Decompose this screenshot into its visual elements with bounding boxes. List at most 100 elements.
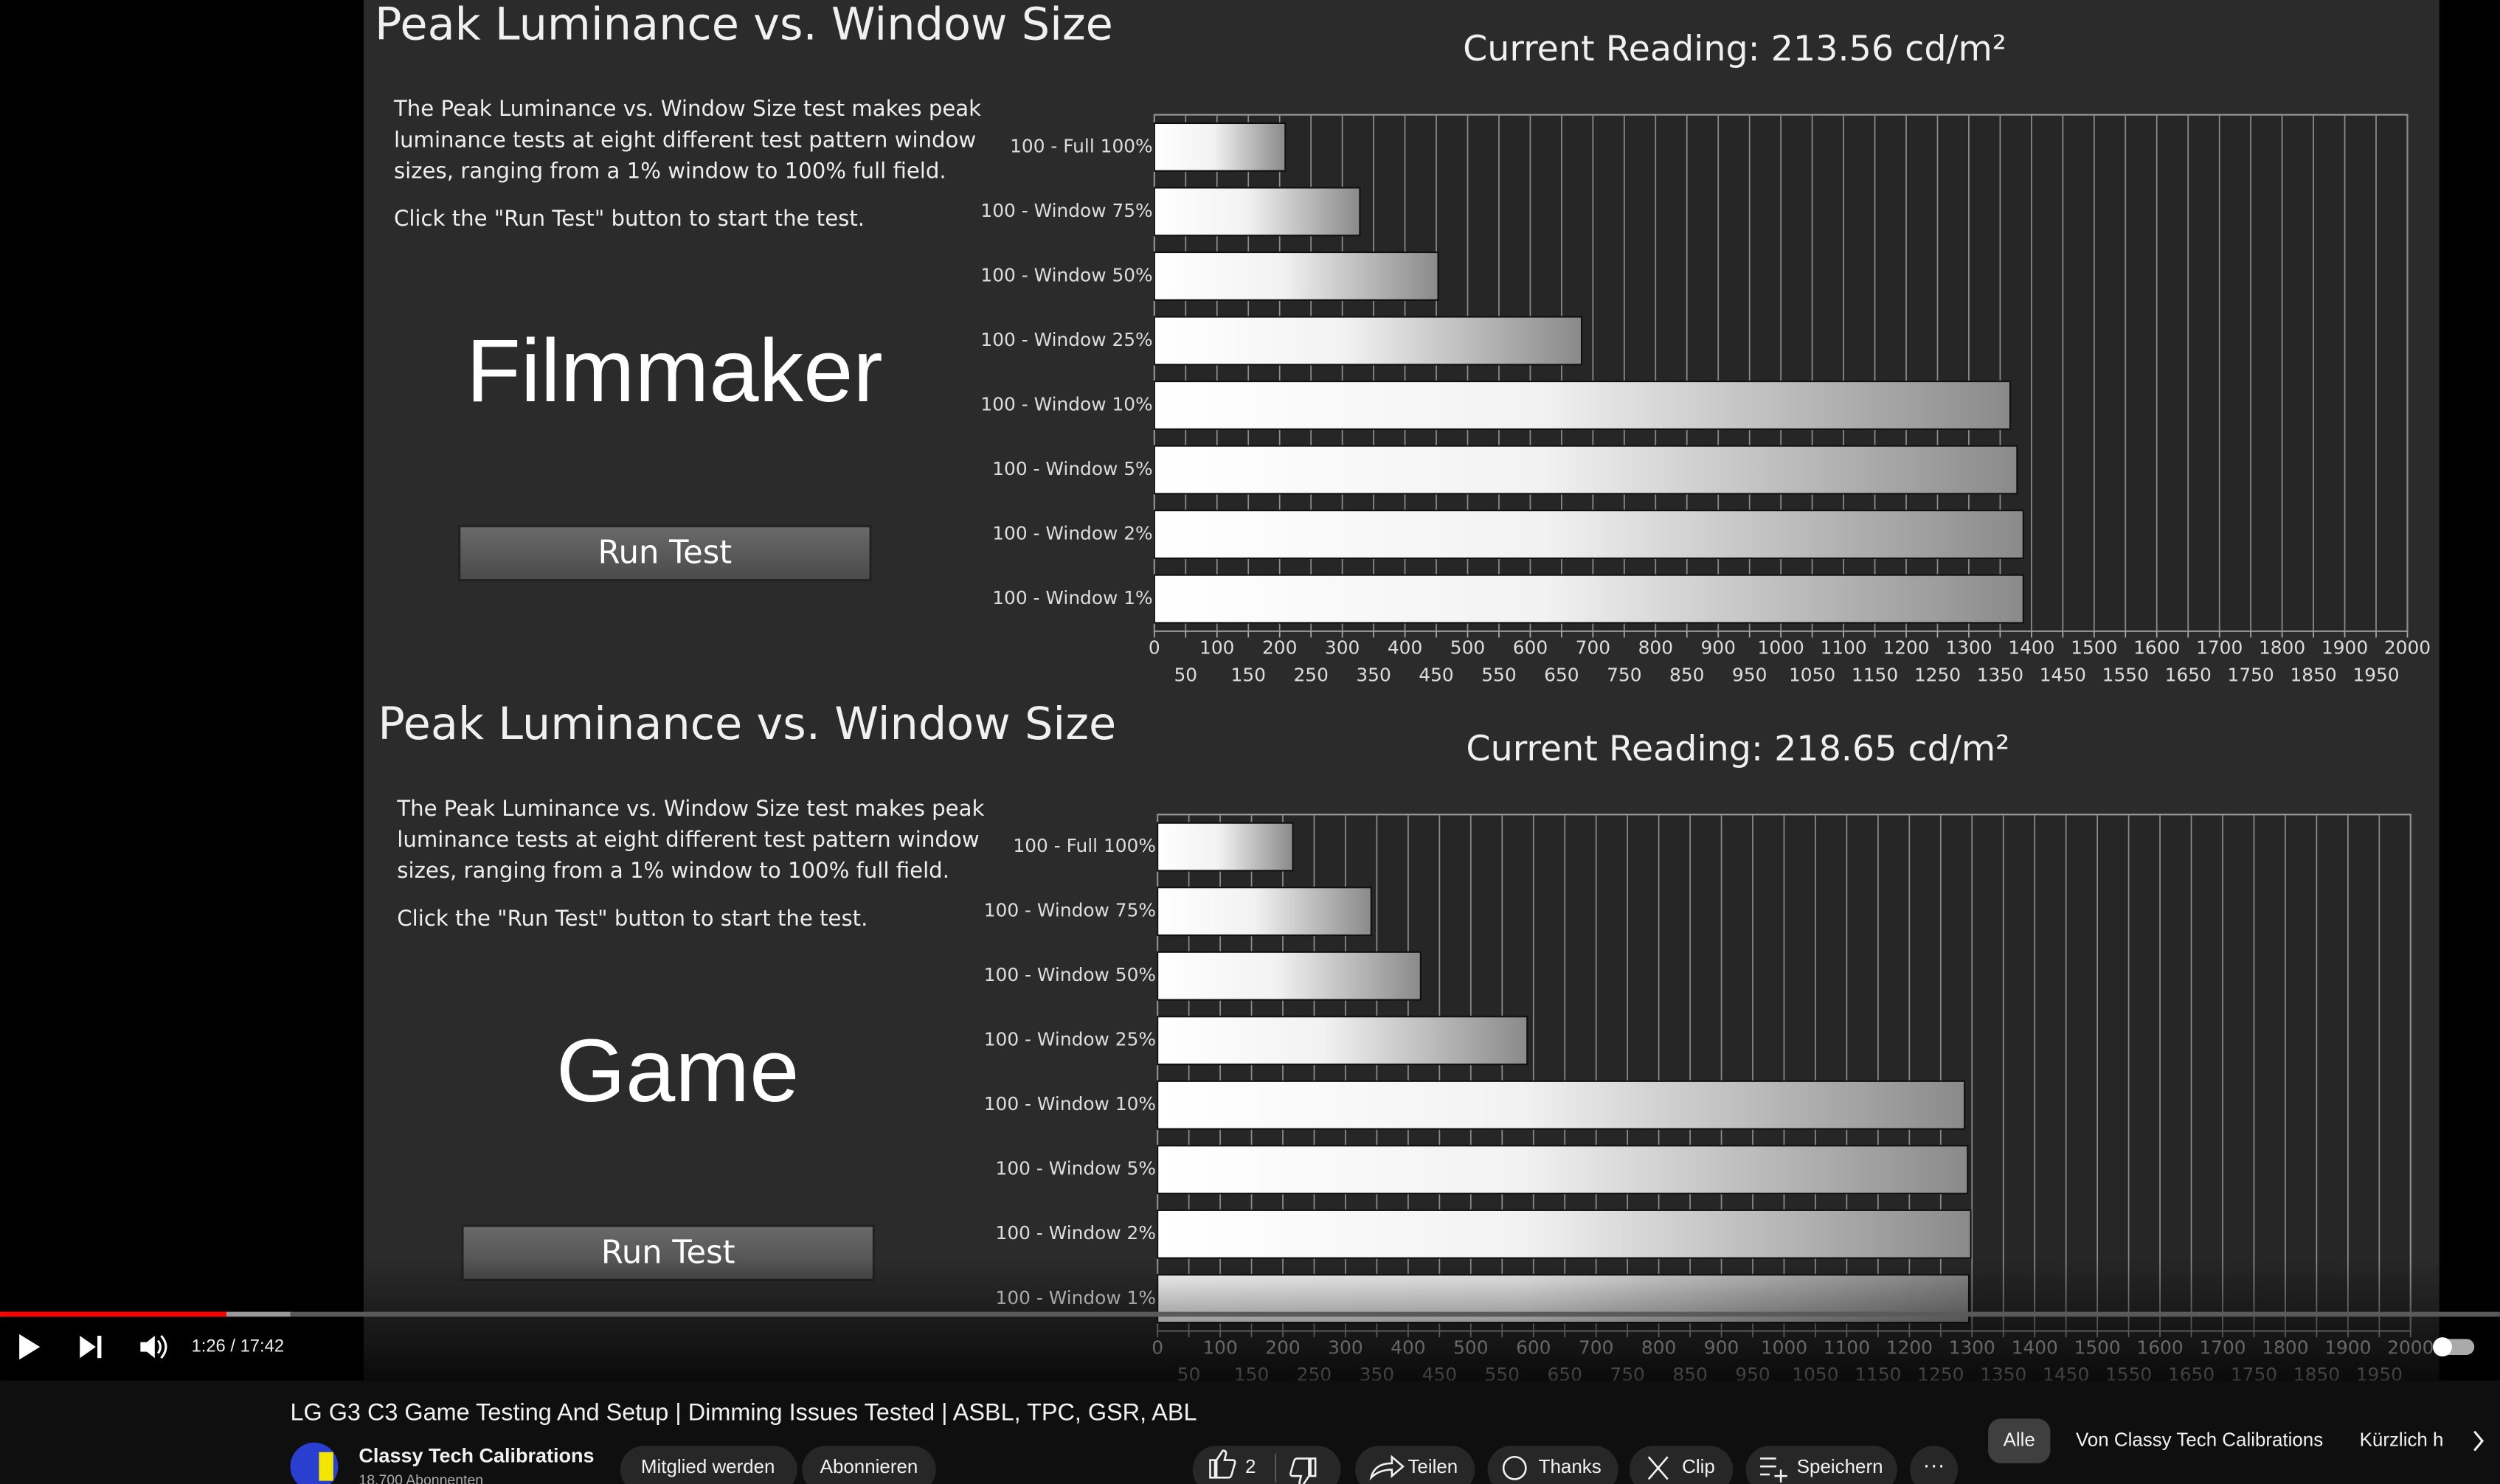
x-tick-label: 950 xyxy=(1732,664,1767,685)
x-tick-label: 1700 xyxy=(2196,637,2243,659)
x-tick-label: 1750 xyxy=(2228,664,2274,685)
x-tick-label: 1400 xyxy=(2008,637,2054,659)
description-line: sizes, ranging from a 1% window to 100% … xyxy=(397,858,949,883)
join-button[interactable] xyxy=(620,1446,797,1484)
volume-button[interactable] xyxy=(140,1336,155,1359)
chip[interactable]: Kürzlich h xyxy=(2360,1429,2444,1450)
y-tick-label: 100 - Window 1% xyxy=(992,587,1152,608)
x-tick-label: 1200 xyxy=(1883,637,1929,659)
chips-next[interactable] xyxy=(2473,1430,2485,1452)
current-reading: Current Reading: 213.56 cd/m² xyxy=(1463,29,2006,69)
instruction: Click the "Run Test" button to start the… xyxy=(397,906,868,931)
thanks-label: Thanks xyxy=(1539,1457,1602,1477)
avatar-art xyxy=(319,1452,333,1481)
instruction: Click the "Run Test" button to start the… xyxy=(394,206,865,231)
bar xyxy=(1153,445,2018,495)
x-tick-label: 650 xyxy=(1544,664,1579,685)
bar xyxy=(1153,380,2012,430)
clip-icon xyxy=(1647,1456,1669,1480)
save-button[interactable] xyxy=(1745,1446,1897,1484)
x-tick-label: 1500 xyxy=(2071,637,2117,659)
mode-label: Game xyxy=(556,1020,800,1120)
x-tick-label: 300 xyxy=(1325,637,1360,659)
save-label: Speichern xyxy=(1797,1457,1883,1477)
bar xyxy=(1157,1016,1528,1066)
chip[interactable]: Von Classy Tech Calibrations xyxy=(2076,1429,2323,1450)
current-reading: Current Reading: 218.65 cd/m² xyxy=(1466,729,2009,769)
y-tick-label: 100 - Window 5% xyxy=(992,458,1152,479)
description-line: sizes, ranging from a 1% window to 100% … xyxy=(394,158,946,183)
thanks-icon xyxy=(1502,1455,1527,1480)
x-tick-label: 450 xyxy=(1419,664,1453,685)
x-tick-label: 1550 xyxy=(2102,664,2149,685)
channel-name[interactable]: Classy Tech Calibrations xyxy=(359,1444,594,1466)
y-tick-label: 100 - Window 25% xyxy=(984,1029,1156,1050)
clip-label: Clip xyxy=(1682,1457,1715,1477)
subscribe-label: Abonnieren xyxy=(820,1457,918,1477)
play-button[interactable] xyxy=(19,1334,41,1360)
more-button[interactable] xyxy=(1910,1446,1959,1484)
share-icon xyxy=(1369,1454,1405,1481)
bar xyxy=(1157,822,1294,872)
y-tick-label: 100 - Window 75% xyxy=(984,900,1156,921)
video-title: LG G3 C3 Game Testing And Setup | Dimmin… xyxy=(291,1398,1197,1425)
y-tick-label: 100 - Full 100% xyxy=(1010,135,1153,156)
bar xyxy=(1157,1209,1972,1259)
x-tick-label: 2000 xyxy=(2384,637,2431,659)
more-icon: ··· xyxy=(1923,1453,1945,1477)
share-label: Teilen xyxy=(1407,1457,1458,1477)
panel-title: Peak Luminance vs. Window Size xyxy=(375,0,1113,50)
x-tick-label: 1100 xyxy=(1820,637,1866,659)
x-tick-label: 350 xyxy=(1356,664,1391,685)
x-tick-label: 1800 xyxy=(2259,637,2305,659)
panels: Peak Luminance vs. Window Size Current Re… xyxy=(375,0,2434,1385)
bar xyxy=(1153,574,2024,624)
mode-label: Filmmaker xyxy=(466,320,883,420)
x-tick-label: 1150 xyxy=(1852,664,1898,685)
x-tick-label: 250 xyxy=(1293,664,1328,685)
next-button[interactable] xyxy=(80,1336,102,1359)
x-tick-label: 600 xyxy=(1513,637,1548,659)
x-tick-label: 700 xyxy=(1576,637,1610,659)
progress-played xyxy=(0,1311,227,1317)
x-tick-label: 500 xyxy=(1450,637,1485,659)
run-test-label: Run Test xyxy=(598,535,733,572)
bar xyxy=(1153,510,2024,560)
x-tick-label: 1850 xyxy=(2290,664,2336,685)
player-ui: 1:26 / 17:42 LG G3 C3 Game Testing And S… xyxy=(0,1259,2500,1484)
x-tick-label: 1350 xyxy=(1977,664,2023,685)
like-dislike-button[interactable] xyxy=(1192,1446,1341,1484)
controls-shade xyxy=(0,1259,2500,1381)
y-tick-label: 100 - Full 100% xyxy=(1013,835,1156,856)
subscribe-button[interactable] xyxy=(802,1446,936,1484)
autoplay-knob xyxy=(2433,1337,2452,1357)
x-tick-label: 0 xyxy=(1149,637,1160,659)
x-tick-label: 1600 xyxy=(2133,637,2180,659)
clip-button[interactable] xyxy=(1629,1446,1734,1484)
progress-track[interactable] xyxy=(0,1311,2500,1317)
run-test-button[interactable] xyxy=(457,524,872,582)
time: 1:26 / 17:42 xyxy=(192,1336,285,1356)
thanks-button[interactable] xyxy=(1487,1446,1618,1484)
chip-active[interactable] xyxy=(1988,1418,2051,1463)
description-line: The Peak Luminance vs. Window Size test … xyxy=(396,796,984,821)
x-tick-label: 1300 xyxy=(1945,637,1992,659)
x-tick-label: 1450 xyxy=(2040,664,2086,685)
x-tick-label: 1250 xyxy=(1914,664,1961,685)
x-tick-label: 50 xyxy=(1174,664,1197,685)
bar xyxy=(1157,951,1422,1001)
x-tick-label: 1950 xyxy=(2352,664,2399,685)
y-tick-label: 100 - Window 10% xyxy=(984,1093,1156,1114)
subscriber-count: 18.700 Abonnenten xyxy=(359,1472,483,1484)
description-line: luminance tests at eight different test … xyxy=(397,827,979,852)
share-button[interactable] xyxy=(1355,1446,1475,1484)
panel-title: Peak Luminance vs. Window Size xyxy=(378,698,1116,750)
x-tick-label: 750 xyxy=(1607,664,1641,685)
x-tick-label: 1650 xyxy=(2165,664,2212,685)
x-tick-label: 850 xyxy=(1669,664,1704,685)
volume-waves xyxy=(156,1335,167,1359)
bar xyxy=(1157,1145,1969,1195)
x-tick-label: 150 xyxy=(1231,664,1266,685)
chip: Alle xyxy=(2004,1429,2035,1450)
